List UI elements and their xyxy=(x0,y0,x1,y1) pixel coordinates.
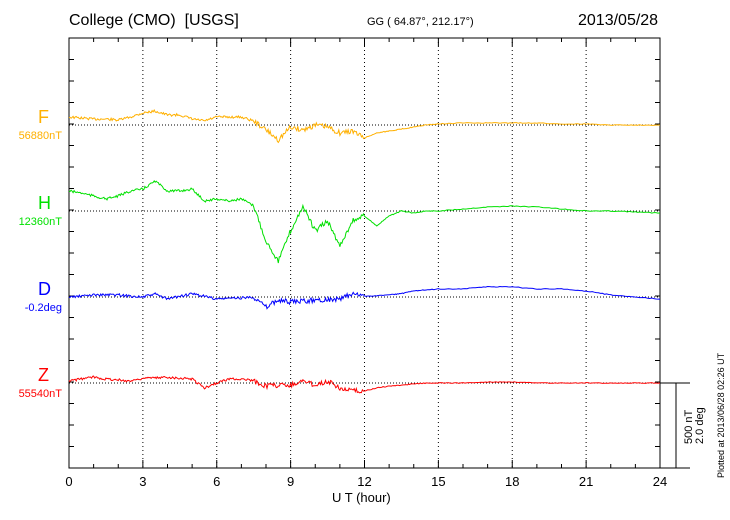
x-axis-label: U T (hour) xyxy=(332,490,391,505)
series-line-H xyxy=(68,180,661,264)
series-name-F: F xyxy=(38,107,49,127)
chart-title: College (CMO) [USGS] xyxy=(69,12,239,29)
series-baseline-Z: 55540nT xyxy=(18,388,62,400)
series-baseline-F: 56880nT xyxy=(18,130,62,142)
x-tick-label: 18 xyxy=(505,474,519,489)
x-tick-label: 3 xyxy=(139,474,146,489)
x-tick-label: 21 xyxy=(579,474,593,489)
series-line-D xyxy=(68,285,661,310)
coordinates: GG ( 64.87°, 212.17°) xyxy=(367,16,474,28)
series-line-Z xyxy=(68,375,661,394)
x-tick-label: 6 xyxy=(213,474,220,489)
series-name-H: H xyxy=(38,193,51,213)
series-line-F xyxy=(68,108,661,144)
x-tick-label: 9 xyxy=(287,474,294,489)
series-name-D: D xyxy=(38,279,51,299)
x-tick-label: 0 xyxy=(65,474,72,489)
series-baseline-H: 12360nT xyxy=(18,216,62,228)
x-tick-label: 24 xyxy=(653,474,667,489)
x-tick-label: 15 xyxy=(431,474,445,489)
series-baseline-D: -0.2deg xyxy=(24,302,62,314)
x-tick-label: 12 xyxy=(357,474,371,489)
date: 2013/05/28 xyxy=(578,12,659,29)
series-name-Z: Z xyxy=(38,365,49,385)
